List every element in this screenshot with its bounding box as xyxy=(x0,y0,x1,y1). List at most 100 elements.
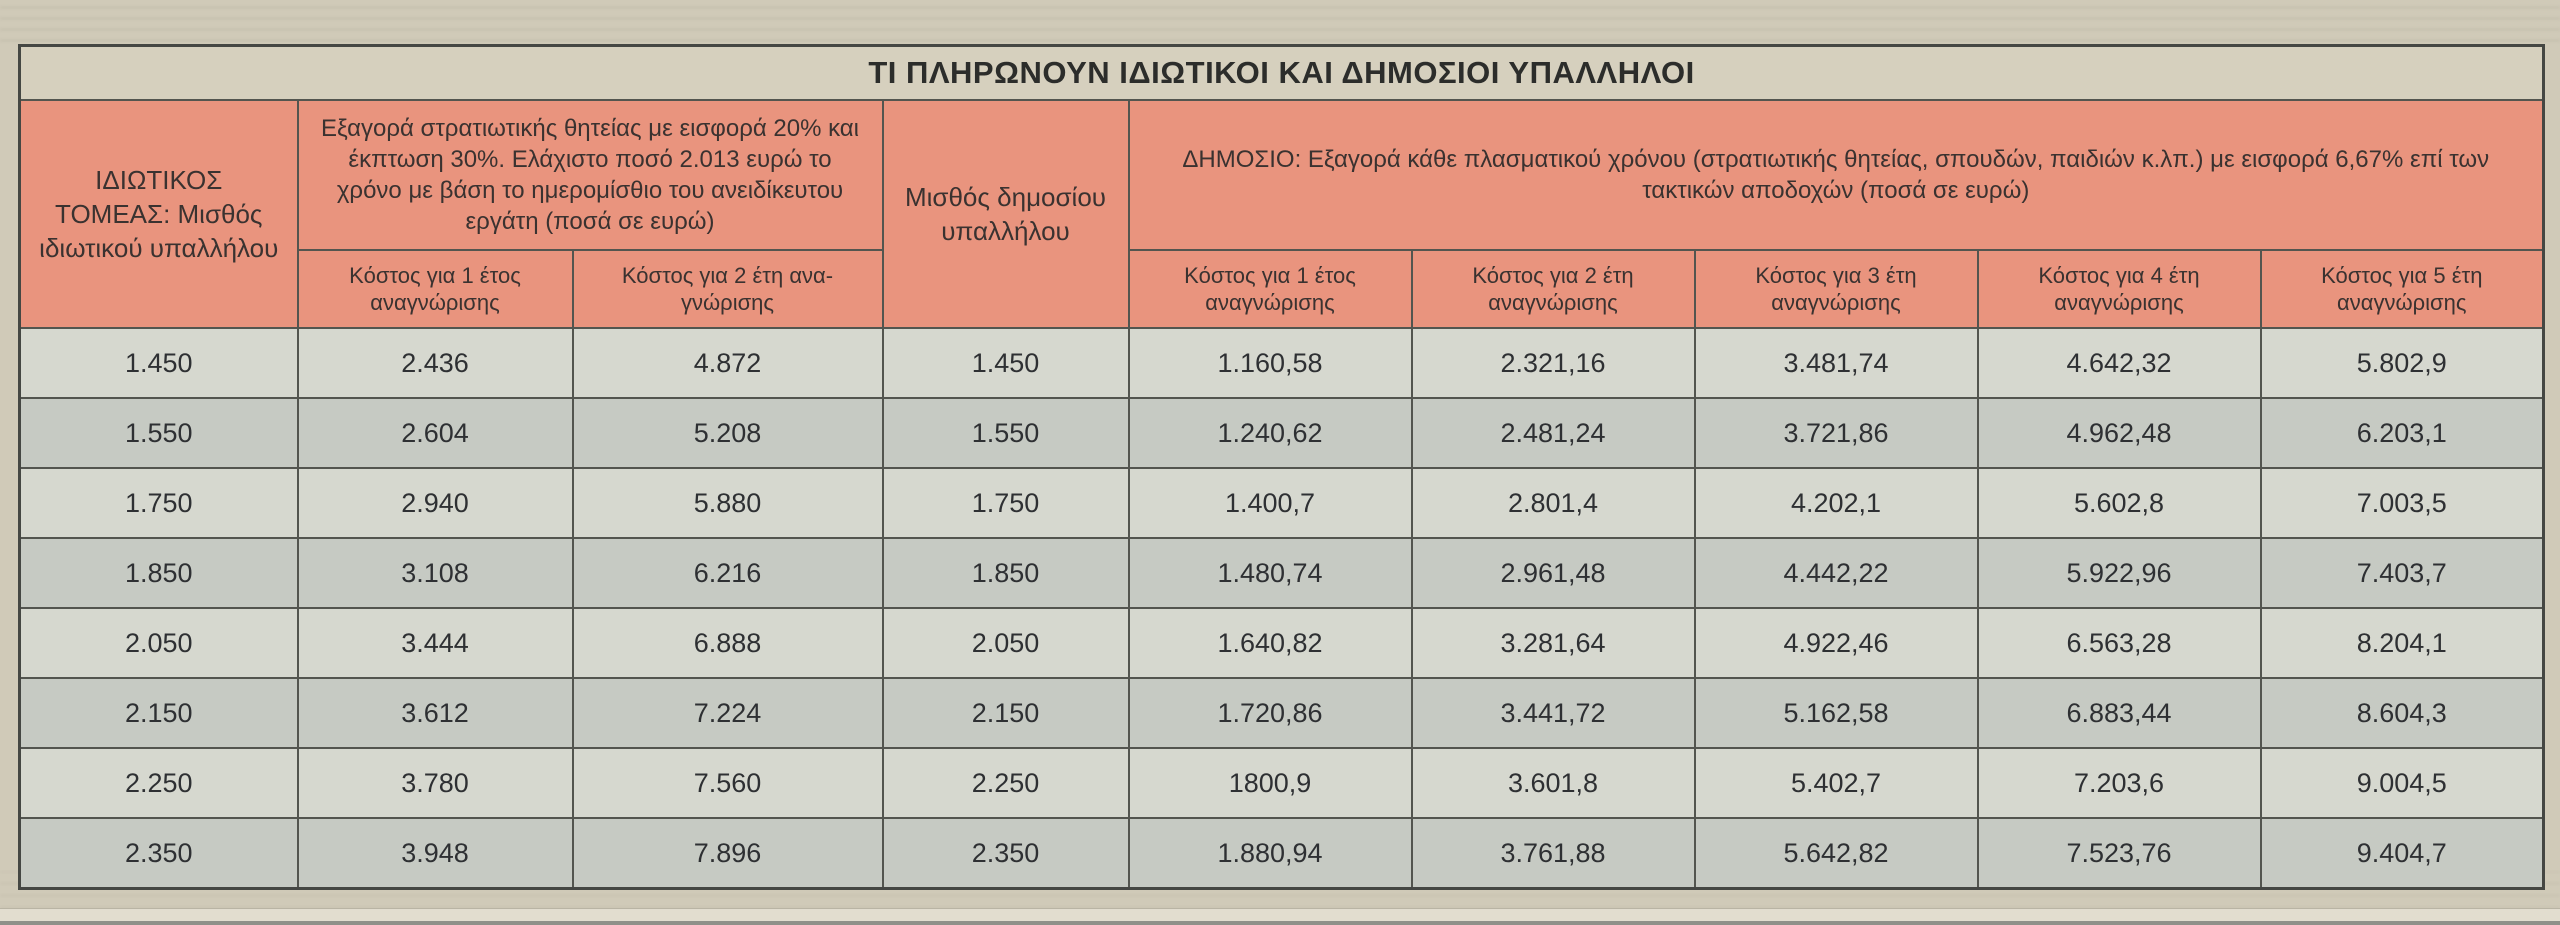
table-cell: 3.108 xyxy=(296,537,574,609)
table-cell: 7.403,7 xyxy=(2259,537,2545,609)
table-cell: 2.801,4 xyxy=(1410,467,1696,539)
table-cell: 2.604 xyxy=(296,397,574,469)
table-row: 1.850 3.108 6.216 1.850 1.480,74 2.961,48 4.44… xyxy=(18,537,2545,609)
table-cell: 4.202,1 xyxy=(1693,467,1979,539)
header-private-sector-salary: ΙΔΙΩΤΙΚΟΣ ΤΟΜΕΑΣ: Μισθός ιδιωτικού υπαλλ… xyxy=(18,99,299,329)
table-cell: 4.442,22 xyxy=(1693,537,1979,609)
table-cell: 1.160,58 xyxy=(1127,327,1413,399)
header-private-cost-1-year: Κόστος για 1 έτος αναγνώρισης xyxy=(296,249,574,329)
table-cell: 3.481,74 xyxy=(1693,327,1979,399)
table-cell: 2.050 xyxy=(18,607,299,679)
table-cell: 7.203,6 xyxy=(1976,747,2262,819)
table-cell: 4.922,46 xyxy=(1693,607,1979,679)
table-cell: 1.850 xyxy=(881,537,1130,609)
table-cell: 3.780 xyxy=(296,747,574,819)
table-cell: 6.563,28 xyxy=(1976,607,2262,679)
table-cell: 1.750 xyxy=(18,467,299,539)
scan-shadow xyxy=(0,921,2560,925)
table-cell: 2.150 xyxy=(18,677,299,749)
header-public-cost-3-years: Κόστος για 3 έτη αναγνώρισης xyxy=(1693,249,1979,329)
table-cell: 2.321,16 xyxy=(1410,327,1696,399)
table-cell: 5.880 xyxy=(571,467,884,539)
table-cell: 5.162,58 xyxy=(1693,677,1979,749)
table-cell: 3.281,64 xyxy=(1410,607,1696,679)
group-header-row: ΙΔΙΩΤΙΚΟΣ ΤΟΜΕΑΣ: Μισθός ιδιωτικού υπαλλ… xyxy=(18,99,2545,329)
header-public-buyback-terms: ΔΗΜΟΣΙΟ: Εξαγορά κάθε πλασματικού χρόνου… xyxy=(1127,99,2545,251)
title-row: ΤΙ ΠΛΗΡΩΝΟΥΝ ΙΔΙΩΤΙΚΟΙ ΚΑΙ ΔΗΜΟΣΙΟΙ ΥΠΑΛ… xyxy=(18,44,2545,101)
table-cell: 5.922,96 xyxy=(1976,537,2262,609)
table-cell: 1.640,82 xyxy=(1127,607,1413,679)
page-edge xyxy=(0,908,2560,925)
header-private-cost-2-years: Κόστος για 2 έτη ανα-γνώρισης xyxy=(571,249,884,329)
table-row: 2.250 3.780 7.560 2.250 1800,9 3.601,8 5.402,7… xyxy=(18,747,2545,819)
table-cell: 9.004,5 xyxy=(2259,747,2545,819)
table-cell: 6.883,44 xyxy=(1976,677,2262,749)
table-cell: 1.450 xyxy=(18,327,299,399)
table-cell: 3.721,86 xyxy=(1693,397,1979,469)
table-cell: 1.550 xyxy=(881,397,1130,469)
table-cell: 6.216 xyxy=(571,537,884,609)
table-cell: 1800,9 xyxy=(1127,747,1413,819)
header-public-cost-5-years: Κόστος για 5 έτη αναγνώρισης xyxy=(2259,249,2545,329)
table-cell: 3.761,88 xyxy=(1410,817,1696,890)
table-row: 2.050 3.444 6.888 2.050 1.640,82 3.281,64 4.92… xyxy=(18,607,2545,679)
table-cell: 5.802,9 xyxy=(2259,327,2545,399)
table-cell: 9.404,7 xyxy=(2259,817,2545,890)
table-cell: 4.642,32 xyxy=(1976,327,2262,399)
table-body: 1.450 2.436 4.872 1.450 1.160,58 2.321,16 3.48… xyxy=(18,327,2545,890)
header-public-cost-1-year: Κόστος για 1 έτος αναγνώρισης xyxy=(1127,249,1413,329)
table-cell: 8.604,3 xyxy=(2259,677,2545,749)
table-cell: 8.204,1 xyxy=(2259,607,2545,679)
table-row: 2.150 3.612 7.224 2.150 1.720,86 3.441,72 5.16… xyxy=(18,677,2545,749)
table-cell: 6.203,1 xyxy=(2259,397,2545,469)
table-cell: 4.962,48 xyxy=(1976,397,2262,469)
table-cell: 1.880,94 xyxy=(1127,817,1413,890)
table-cell: 5.208 xyxy=(571,397,884,469)
table-row: 2.350 3.948 7.896 2.350 1.880,94 3.761,88 5.64… xyxy=(18,817,2545,890)
table-cell: 3.948 xyxy=(296,817,574,890)
table-cell: 5.602,8 xyxy=(1976,467,2262,539)
newsprint-bleed-top xyxy=(0,0,2560,42)
table-cell: 7.560 xyxy=(571,747,884,819)
table-cell: 3.444 xyxy=(296,607,574,679)
table-cell: 4.872 xyxy=(571,327,884,399)
table-cell: 2.481,24 xyxy=(1410,397,1696,469)
table-cell: 5.402,7 xyxy=(1693,747,1979,819)
table-cell: 6.888 xyxy=(571,607,884,679)
contributions-table: ΤΙ ΠΛΗΡΩΝΟΥΝ ΙΔΙΩΤΙΚΟΙ ΚΑΙ ΔΗΜΟΣΙΟΙ ΥΠΑΛ… xyxy=(18,44,2546,890)
table-cell: 1.450 xyxy=(881,327,1130,399)
table-cell: 2.250 xyxy=(18,747,299,819)
table-cell: 7.523,76 xyxy=(1976,817,2262,890)
table-cell: 5.642,82 xyxy=(1693,817,1979,890)
table-cell: 3.601,8 xyxy=(1410,747,1696,819)
header-public-salary: Μισθός δημοσίου υπαλλήλου xyxy=(881,99,1130,329)
table-cell: 2.961,48 xyxy=(1410,537,1696,609)
table-row: 1.550 2.604 5.208 1.550 1.240,62 2.481,24 3.72… xyxy=(18,397,2545,469)
table-cell: 2.150 xyxy=(881,677,1130,749)
table-cell: 2.436 xyxy=(296,327,574,399)
table-cell: 3.612 xyxy=(296,677,574,749)
table-cell: 2.350 xyxy=(18,817,299,890)
table-cell: 7.224 xyxy=(571,677,884,749)
table-cell: 1.750 xyxy=(881,467,1130,539)
table-cell: 1.850 xyxy=(18,537,299,609)
header-private-buyback-terms: Εξαγορά στρατιωτικής θητείας με εισφορά … xyxy=(296,99,884,251)
table-cell: 2.050 xyxy=(881,607,1130,679)
table-cell: 3.441,72 xyxy=(1410,677,1696,749)
table-cell: 7.896 xyxy=(571,817,884,890)
table-cell: 1.480,74 xyxy=(1127,537,1413,609)
table-row: 1.750 2.940 5.880 1.750 1.400,7 2.801,4 4.202,… xyxy=(18,467,2545,539)
table-row: 1.450 2.436 4.872 1.450 1.160,58 2.321,16 3.48… xyxy=(18,327,2545,399)
header-public-cost-4-years: Κόστος για 4 έτη αναγνώρισης xyxy=(1976,249,2262,329)
table-cell: 1.400,7 xyxy=(1127,467,1413,539)
table-cell: 2.940 xyxy=(296,467,574,539)
table-cell: 7.003,5 xyxy=(2259,467,2545,539)
table-cell: 2.250 xyxy=(881,747,1130,819)
sub-header-row: Κόστος για 1 έτος αναγνώρισης Κόστος για… xyxy=(20,249,2545,329)
table-title: ΤΙ ΠΛΗΡΩΝΟΥΝ ΙΔΙΩΤΙΚΟΙ ΚΑΙ ΔΗΜΟΣΙΟΙ ΥΠΑΛ… xyxy=(18,44,2545,101)
table-cell: 2.350 xyxy=(881,817,1130,890)
header-public-cost-2-years: Κόστος για 2 έτη αναγνώρισης xyxy=(1410,249,1696,329)
table-cell: 1.240,62 xyxy=(1127,397,1413,469)
table-cell: 1.550 xyxy=(18,397,299,469)
